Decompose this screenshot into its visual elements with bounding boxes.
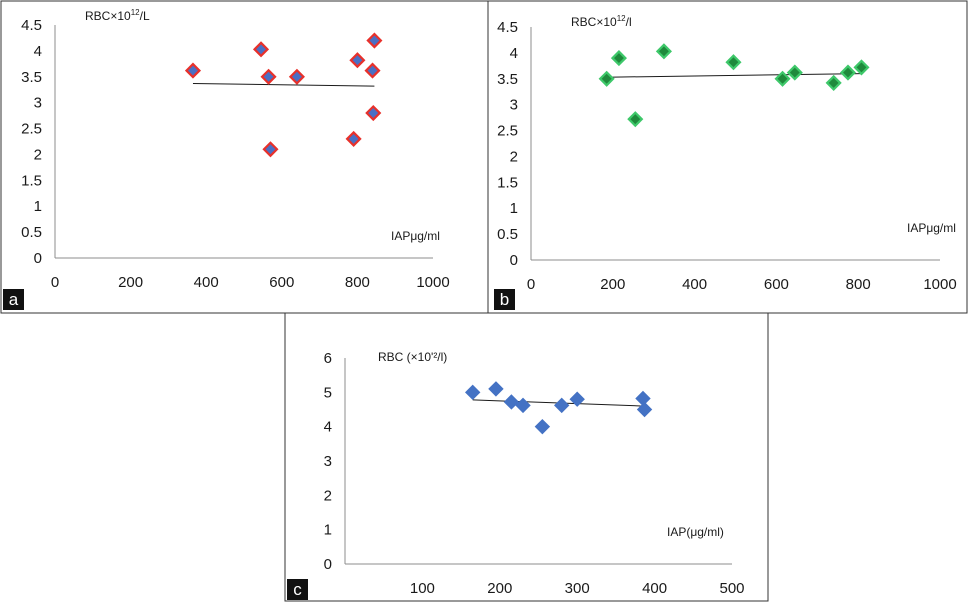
panel-a-y-tick-label: 4 <box>34 43 42 60</box>
panel-b-badge <box>494 289 515 310</box>
panel-a-x-tick-label: 200 <box>118 274 143 291</box>
panel-c-frame <box>284 312 769 602</box>
panel-a-label: a <box>9 290 19 309</box>
panel-c-y-tick-label: 1 <box>324 522 332 539</box>
panel-b-y-tick-label: 2 <box>510 148 518 165</box>
panel-a-y-axis-title: RBC×1012/L <box>85 8 150 23</box>
panel-b-y-tick-label: 3 <box>510 97 518 114</box>
panel-c-y-tick-label: 2 <box>324 487 332 504</box>
panel-b-data-point <box>725 54 742 71</box>
panel-b-y-tick-label: 1.5 <box>497 174 518 191</box>
panel-b-data-point <box>655 43 672 60</box>
panel-c-data-point <box>534 418 551 435</box>
panel-a-x-tick-label: 0 <box>51 274 59 291</box>
panel-c-badge <box>287 579 308 600</box>
panel-c-data-point <box>554 397 570 414</box>
panel-b-frame <box>487 0 968 314</box>
panel-b: 0 200 400 600 800 1000 0 0.5 1 1.5 2 2.5 3 3.5 4 4.5 R… <box>494 14 957 310</box>
panel-b-y-tick-label: 3.5 <box>497 71 518 88</box>
panel-c: 100 200 300 400 500 0 1 2 3 4 5 6 RBC (×10'²/l) IA… <box>287 350 745 600</box>
panel-c-x-tick-label: 100 <box>410 580 435 597</box>
panel-c-y-tick-label: 3 <box>324 453 332 470</box>
panel-b-trendline <box>606 73 862 78</box>
panel-c-x-axis-title: IAP(μg/ml) <box>667 525 724 539</box>
panel-b-x-tick-label: 400 <box>682 276 707 293</box>
panel-b-label: b <box>500 290 509 309</box>
panel-b-y-tick-label: 0.5 <box>497 226 518 243</box>
panel-c-x-tick-label: 500 <box>719 580 744 597</box>
panel-a-y-tick-label: 0 <box>34 250 42 267</box>
panel-a-y-tick-label: 2 <box>34 146 42 163</box>
panel-b-x-tick-label: 0 <box>527 276 535 293</box>
panel-a: 0 200 400 600 800 1000 0 0.5 1 1.5 2 2.5 3 3.5 4 4.5 R… <box>3 8 450 310</box>
panel-c-y-tick-label: 5 <box>324 384 332 401</box>
panel-b-data-point <box>598 70 615 87</box>
panel-b-data-point <box>786 64 803 81</box>
panel-a-data-point <box>260 68 277 85</box>
panel-b-x-axis-title: IAPμg/ml <box>907 221 956 235</box>
panel-c-label: c <box>293 580 302 599</box>
panel-a-x-tick-label: 1000 <box>416 274 449 291</box>
panel-b-y-tick-label: 0 <box>510 252 518 269</box>
panel-a-y-tick-label: 1 <box>34 198 42 215</box>
panel-a-y-tick-label: 3.5 <box>21 69 42 86</box>
panel-a-data-point <box>262 141 279 158</box>
panel-a-y-tick-label: 2.5 <box>21 121 42 138</box>
panel-a-data-point <box>184 62 202 79</box>
panel-a-x-tick-label: 400 <box>194 274 219 291</box>
panel-a-x-axis-title: IAPμg/ml <box>391 229 440 243</box>
panel-c-data-point <box>465 384 481 401</box>
panel-b-x-tick-label: 600 <box>764 276 789 293</box>
panel-b-y-tick-label: 4.5 <box>497 19 518 36</box>
panel-c-x-tick-label: 300 <box>565 580 590 597</box>
panel-c-y-tick-label: 0 <box>324 556 332 573</box>
panel-a-y-tick-label: 0.5 <box>21 224 42 241</box>
panel-a-x-tick-label: 600 <box>269 274 294 291</box>
panel-b-data-point <box>825 74 842 91</box>
panel-b-y-tick-label: 1 <box>510 200 518 217</box>
panel-c-y-tick-label: 6 <box>324 350 332 367</box>
panel-b-data-point <box>774 70 791 87</box>
panel-a-data-point <box>364 62 381 79</box>
panel-b-y-tick-label: 4 <box>510 45 518 62</box>
panel-a-data-point <box>366 32 383 49</box>
panel-b-x-tick-label: 1000 <box>923 276 956 293</box>
panel-b-data-point <box>627 111 644 128</box>
panel-b-x-tick-label: 200 <box>600 276 625 293</box>
panel-a-data-point <box>349 52 366 69</box>
panel-a-x-tick-label: 800 <box>345 274 370 291</box>
panel-b-x-tick-label: 800 <box>846 276 871 293</box>
panel-a-trendline <box>192 83 375 87</box>
panel-a-data-point <box>252 41 270 58</box>
panel-a-y-tick-label: 1.5 <box>21 172 42 189</box>
panel-c-y-tick-label: 4 <box>324 419 332 436</box>
panel-b-data-point <box>839 64 857 81</box>
panel-a-y-tick-label: 4.5 <box>21 17 42 34</box>
panel-b-y-tick-label: 2.5 <box>497 123 518 140</box>
panel-a-data-point <box>365 104 382 122</box>
panel-c-y-axis-title: RBC (×10'²/l) <box>378 350 447 364</box>
panel-c-data-point <box>569 391 585 407</box>
panel-c-data-point <box>503 394 520 410</box>
panel-b-data-point <box>610 50 627 67</box>
panel-c-data-point <box>636 401 653 418</box>
panel-c-x-tick-label: 400 <box>642 580 667 597</box>
panel-c-data-point <box>515 397 531 414</box>
panel-b-data-point <box>853 59 870 76</box>
panel-a-data-point <box>345 130 362 147</box>
panel-a-frame <box>0 0 489 314</box>
panel-b-y-axis-title: RBC×1012/l <box>571 14 632 29</box>
panel-c-data-point <box>488 381 504 397</box>
panel-a-data-point <box>288 68 305 85</box>
panel-a-badge <box>3 289 24 310</box>
panel-a-y-tick-label: 3 <box>34 95 42 112</box>
panel-c-x-tick-label: 200 <box>487 580 512 597</box>
